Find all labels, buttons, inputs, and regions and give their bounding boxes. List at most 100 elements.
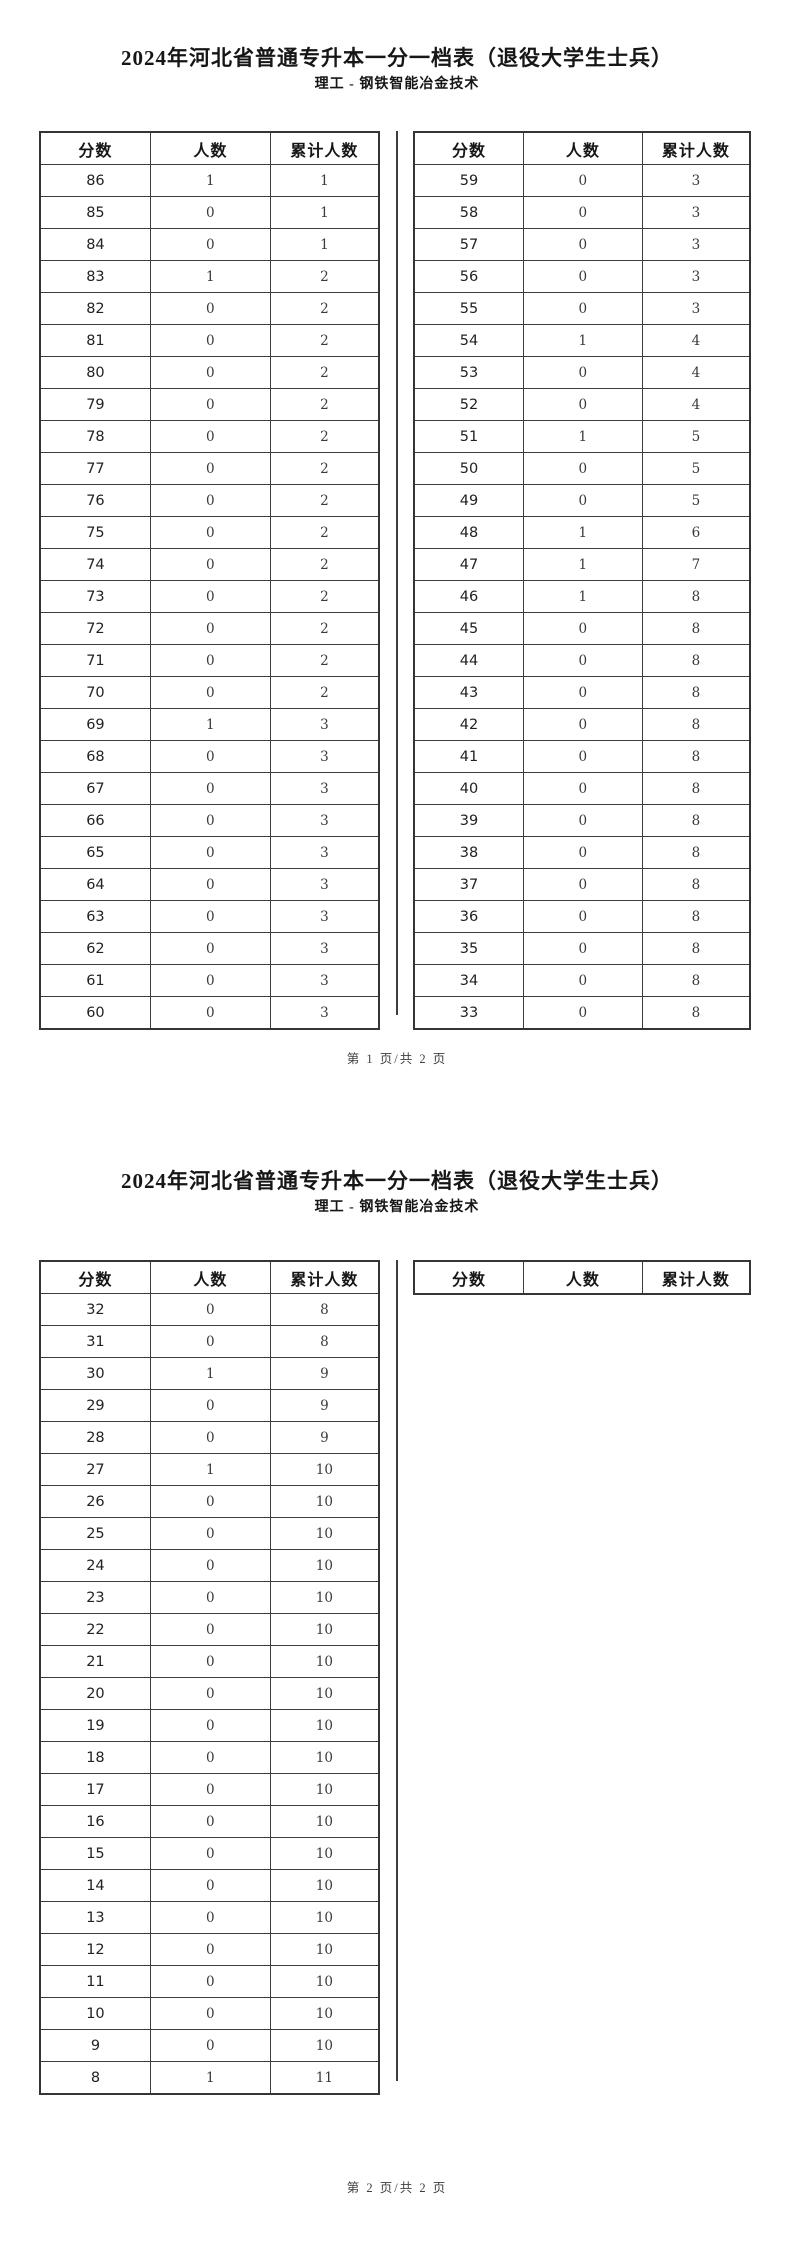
count-cell: 0: [522, 868, 643, 901]
count-cell: 1: [522, 516, 643, 549]
table-row: 25 0 10: [39, 1517, 380, 1550]
count-cell: 0: [149, 868, 271, 901]
score-cell: 23: [39, 1581, 151, 1614]
score-cell: 16: [39, 1805, 151, 1838]
cumulative-count-cell: 10: [269, 1613, 380, 1646]
count-cell: 0: [149, 388, 271, 421]
table-row: 85 0 1: [39, 196, 380, 229]
score-cell: 42: [413, 708, 524, 741]
column-header: 累计人数: [269, 131, 380, 165]
count-cell: 1: [149, 1453, 271, 1486]
column-header: 累计人数: [641, 131, 751, 165]
cumulative-count-cell: 5: [641, 420, 751, 453]
cumulative-count-cell: 10: [269, 1773, 380, 1806]
table-row: 15 0 10: [39, 1837, 380, 1870]
cumulative-count-cell: 9: [269, 1389, 380, 1422]
cumulative-count-cell: 2: [269, 644, 380, 677]
score-cell: 79: [39, 388, 151, 421]
table-row: 45 0 8: [413, 612, 751, 645]
cumulative-count-cell: 7: [641, 548, 751, 581]
count-cell: 0: [149, 804, 271, 837]
score-cell: 61: [39, 964, 151, 997]
count-cell: 1: [149, 708, 271, 741]
score-distribution-table-right: 分数 人数 累计人数 59 0 3 58 0 3 57 0 3 56 0 3 55 0 3 54 1 4 53 0 4 52 0 4…: [413, 131, 751, 1030]
header-row: 分数 人数 累计人数: [413, 1260, 751, 1295]
cumulative-count-cell: 8: [641, 740, 751, 773]
cumulative-count-cell: 10: [269, 1677, 380, 1710]
count-cell: 0: [149, 1997, 271, 2030]
cumulative-count-cell: 10: [269, 1485, 380, 1518]
table-row: 38 0 8: [413, 836, 751, 869]
cumulative-count-cell: 8: [641, 868, 751, 901]
table-divider: [396, 131, 398, 1015]
score-cell: 17: [39, 1773, 151, 1806]
score-cell: 77: [39, 452, 151, 485]
score-cell: 84: [39, 228, 151, 261]
cumulative-count-cell: 3: [269, 772, 380, 805]
table-row: 81 0 2: [39, 324, 380, 357]
count-cell: 0: [149, 1933, 271, 1966]
table-row: 35 0 8: [413, 932, 751, 965]
page-number: 第 1 页/共 2 页: [346, 1052, 448, 1066]
score-cell: 38: [413, 836, 524, 869]
score-cell: 49: [413, 484, 524, 517]
table-row: 52 0 4: [413, 388, 751, 421]
cumulative-count-cell: 10: [269, 1837, 380, 1870]
score-distribution-table-left: 分数 人数 累计人数 86 1 1 85 0 1 84 0 1 83 1 2 82 0 2 81 0 2 80 0 2 79 0 2…: [39, 131, 380, 1030]
cumulative-count-cell: 2: [269, 420, 380, 453]
document-page-1: 2024年河北省普通专升本一分一档表（退役大学生士兵） 理工 - 钢铁智能冶金技…: [39, 46, 751, 1066]
column-header: 分数: [39, 131, 151, 165]
count-cell: 0: [149, 1293, 271, 1326]
table-row: 32 0 8: [39, 1293, 380, 1326]
score-cell: 65: [39, 836, 151, 869]
cumulative-count-cell: 3: [269, 708, 380, 741]
table-row: 71 0 2: [39, 644, 380, 677]
table-row: 16 0 10: [39, 1805, 380, 1838]
table-row: 24 0 10: [39, 1549, 380, 1582]
table-row: 30 1 9: [39, 1357, 380, 1390]
count-cell: 0: [149, 324, 271, 357]
score-cell: 81: [39, 324, 151, 357]
count-cell: 0: [522, 996, 643, 1030]
count-cell: 0: [149, 932, 271, 965]
table-row: 66 0 3: [39, 804, 380, 837]
table-row: 18 0 10: [39, 1741, 380, 1774]
score-cell: 21: [39, 1645, 151, 1678]
count-cell: 0: [522, 772, 643, 805]
count-cell: 0: [149, 1709, 271, 1742]
score-cell: 43: [413, 676, 524, 709]
score-cell: 26: [39, 1485, 151, 1518]
score-cell: 71: [39, 644, 151, 677]
count-cell: 1: [522, 324, 643, 357]
score-cell: 75: [39, 516, 151, 549]
score-cell: 32: [39, 1293, 151, 1326]
count-cell: 0: [522, 740, 643, 773]
table-row: 64 0 3: [39, 868, 380, 901]
cumulative-count-cell: 10: [269, 1805, 380, 1838]
count-cell: 0: [522, 452, 643, 485]
cumulative-count-cell: 3: [641, 260, 751, 293]
count-cell: 0: [149, 1805, 271, 1838]
count-cell: 0: [522, 932, 643, 965]
count-cell: 1: [522, 548, 643, 581]
count-cell: 0: [149, 1837, 271, 1870]
table-row: 83 1 2: [39, 260, 380, 293]
count-cell: 0: [149, 484, 271, 517]
table-row: 23 0 10: [39, 1581, 380, 1614]
score-cell: 85: [39, 196, 151, 229]
table-row: 56 0 3: [413, 260, 751, 293]
score-cell: 58: [413, 196, 524, 229]
table-row: 22 0 10: [39, 1613, 380, 1646]
table-row: 86 1 1: [39, 164, 380, 197]
score-cell: 11: [39, 1965, 151, 1998]
table-row: 17 0 10: [39, 1773, 380, 1806]
table-row: 69 1 3: [39, 708, 380, 741]
table-row: 26 0 10: [39, 1485, 380, 1518]
table-row: 55 0 3: [413, 292, 751, 325]
cumulative-count-cell: 10: [269, 1645, 380, 1678]
table-row: 53 0 4: [413, 356, 751, 389]
cumulative-count-cell: 5: [641, 484, 751, 517]
table-row: 78 0 2: [39, 420, 380, 453]
cumulative-count-cell: 3: [641, 292, 751, 325]
score-cell: 34: [413, 964, 524, 997]
